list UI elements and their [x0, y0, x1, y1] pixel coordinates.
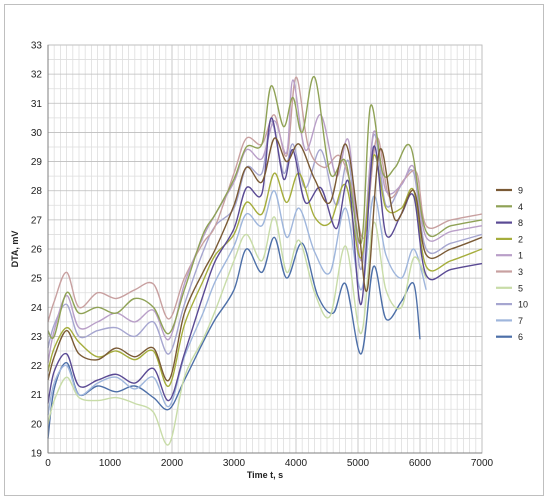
x-tick-labels: 0 1000 2000 3000 4000 5000 6000 7000 [45, 458, 493, 469]
y-tick-label: 21 [31, 390, 43, 401]
legend-item-5: 5 [496, 283, 523, 293]
y-tick-label: 20 [31, 419, 43, 430]
x-tick-label: 7000 [471, 458, 494, 469]
legend-label: 4 [518, 202, 523, 212]
legend-label: 5 [518, 283, 523, 293]
y-tick-labels: 19 20 21 22 23 24 25 26 27 28 29 30 31 32 33 [31, 41, 43, 460]
series-line-3 [47, 76, 483, 323]
y-tick-label: 31 [31, 99, 43, 110]
y-tick-label: 23 [31, 332, 43, 343]
series-line-7 [47, 189, 427, 416]
series-line-2 [47, 154, 483, 387]
series-line-8 [47, 117, 483, 404]
legend-item-9: 9 [496, 186, 523, 196]
y-tick-label: 25 [31, 274, 43, 285]
y-tick-label: 27 [31, 215, 43, 226]
grid [47, 44, 483, 454]
series-line-4 [47, 76, 483, 339]
legend-item-4: 4 [496, 202, 523, 212]
x-tick-label: 5000 [347, 458, 370, 469]
y-tick-label: 24 [31, 303, 43, 314]
legend-label: 10 [518, 300, 528, 310]
x-axis-label: Time t, s [247, 470, 283, 480]
x-tick-label: 4000 [285, 458, 308, 469]
legend-item-2: 2 [496, 234, 523, 244]
y-tick-label: 29 [31, 157, 43, 168]
y-tick-label: 30 [31, 128, 43, 139]
y-tick-label: 22 [31, 361, 43, 372]
legend-label: 1 [518, 251, 523, 261]
series-lines [47, 76, 483, 446]
x-tick-label: 1000 [99, 458, 122, 469]
axes [47, 45, 482, 454]
series-line-9 [47, 137, 483, 382]
legend-item-1: 1 [496, 251, 523, 261]
legend-label: 6 [518, 332, 523, 342]
legend-item-7: 7 [496, 316, 523, 326]
x-tick-label: 6000 [409, 458, 432, 469]
x-tick-label: 0 [45, 458, 51, 469]
legend-label: 7 [518, 316, 523, 326]
series-line-6 [47, 236, 421, 439]
series-line-5 [47, 216, 427, 446]
y-axis-label: DTA, mV [10, 231, 20, 268]
y-tick-label: 33 [31, 41, 43, 52]
y-tick-label: 28 [31, 186, 43, 197]
legend-label: 8 [518, 218, 523, 228]
legend: 9 4 8 2 1 3 5 10 7 6 [496, 186, 528, 342]
legend-label: 9 [518, 186, 523, 196]
series-line-10 [47, 120, 483, 355]
legend-item-8: 8 [496, 218, 523, 228]
x-tick-label: 3000 [223, 458, 246, 469]
legend-item-3: 3 [496, 267, 523, 277]
y-tick-label: 19 [31, 449, 43, 460]
legend-item-6: 6 [496, 332, 523, 342]
legend-label: 2 [518, 234, 523, 244]
y-tick-label: 32 [31, 70, 43, 81]
legend-item-10: 10 [496, 300, 528, 310]
x-tick-label: 2000 [161, 458, 184, 469]
y-tick-label: 26 [31, 245, 43, 256]
legend-label: 3 [518, 267, 523, 277]
